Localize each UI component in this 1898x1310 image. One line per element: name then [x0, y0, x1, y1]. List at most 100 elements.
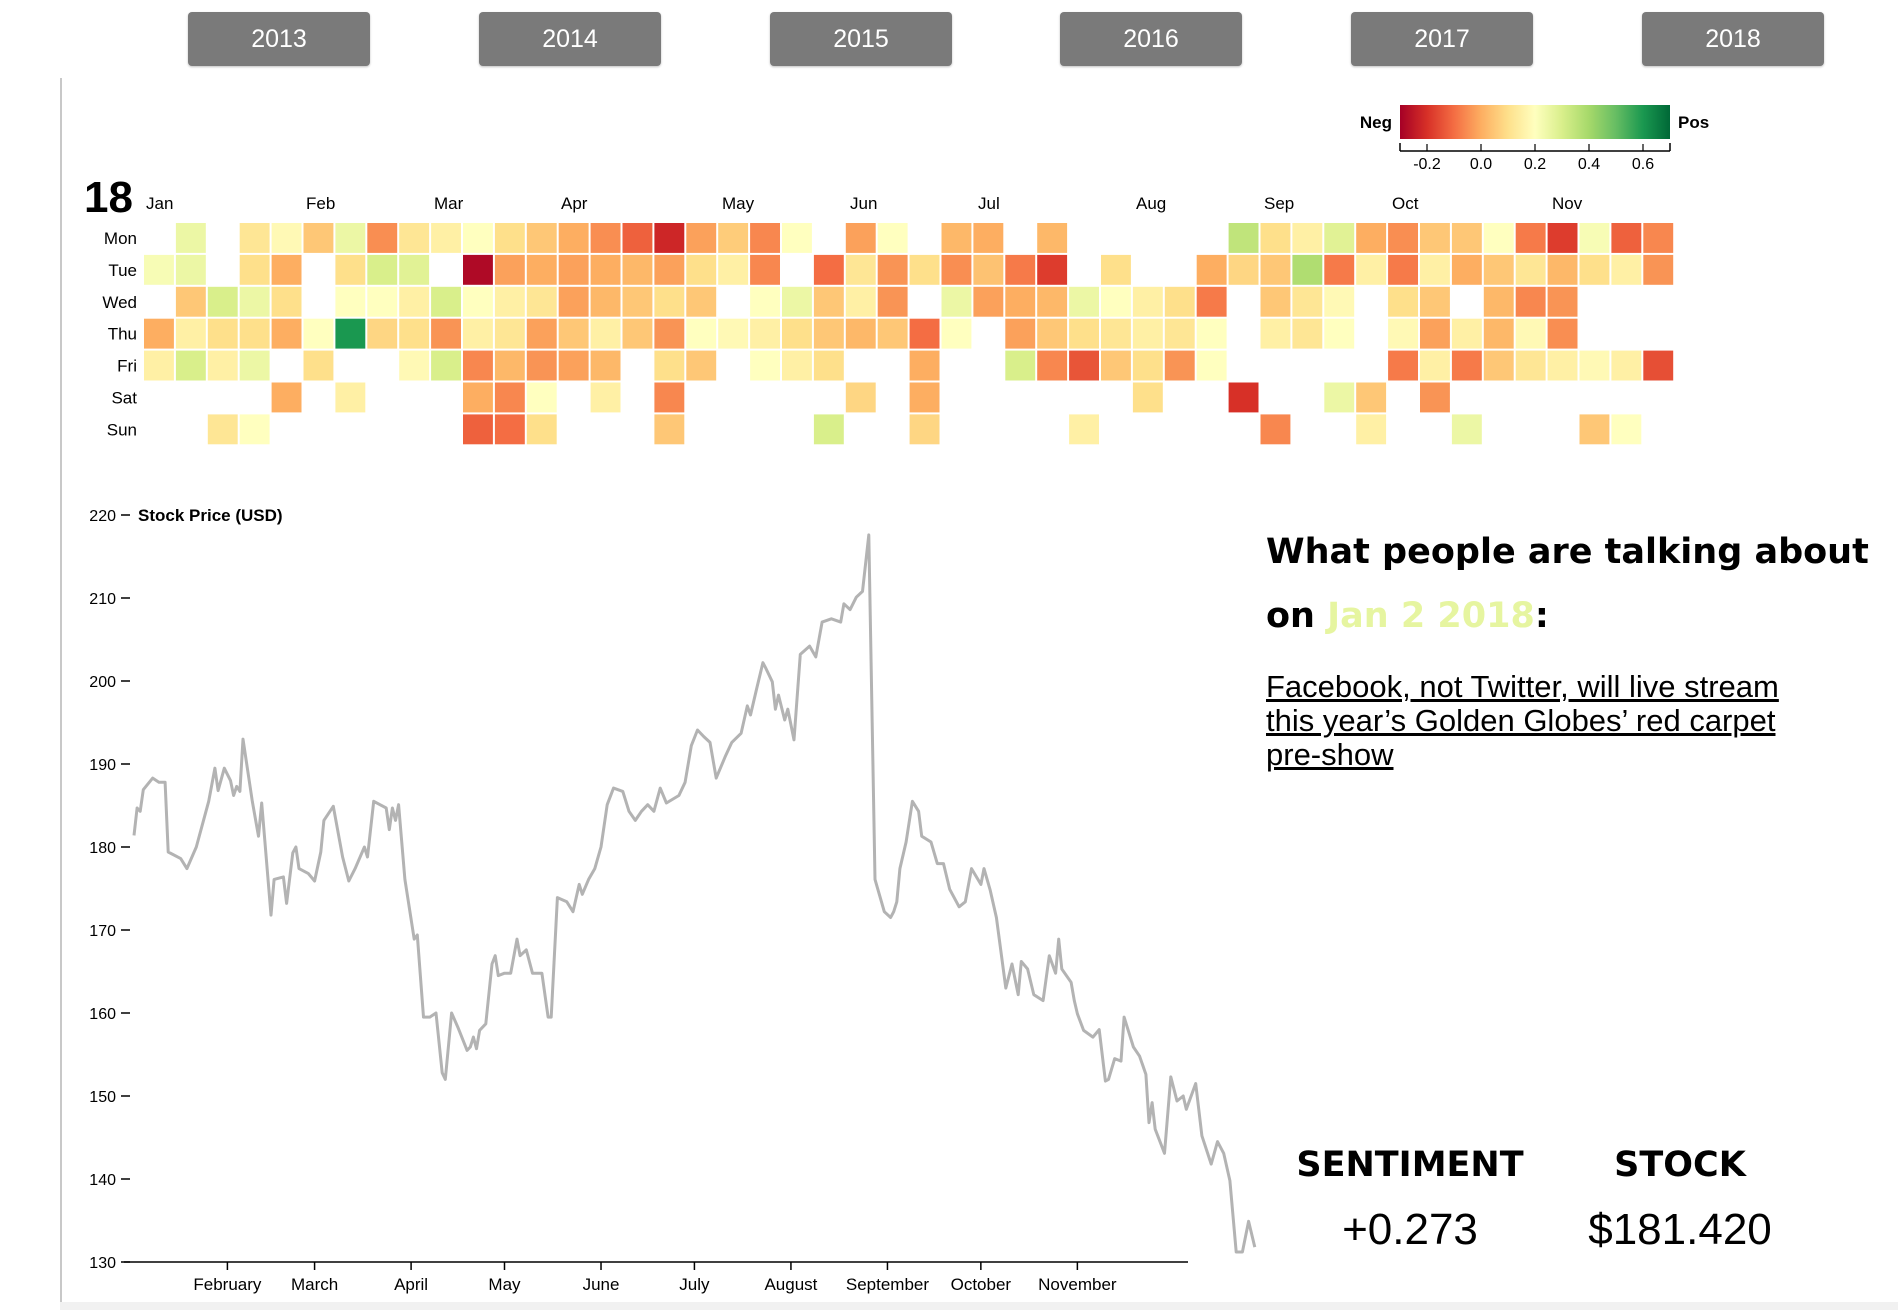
sentiment-day-cell [463, 318, 493, 349]
month-label: Nov [1552, 194, 1583, 213]
legend-gradient-bar [1400, 105, 1670, 139]
month-label: Feb [306, 194, 335, 213]
x-tick-label: July [679, 1275, 710, 1294]
year-button-2016[interactable]: 2016 [1060, 12, 1242, 66]
sentiment-day-cell [494, 254, 525, 285]
sentiment-day-cell [175, 286, 206, 317]
sentiment-day-cell [239, 318, 270, 349]
year-button-2017[interactable]: 2017 [1351, 12, 1533, 66]
sentiment-day-cell [558, 318, 589, 349]
sentiment-day-cell [654, 286, 685, 317]
sentiment-day-cell [654, 350, 685, 381]
sentiment-day-cell [1069, 350, 1099, 381]
sentiment-day-cell [175, 223, 206, 253]
x-tick-label: September [846, 1275, 929, 1294]
sentiment-day-cell [750, 223, 780, 253]
sentiment-day-cell [1132, 382, 1163, 413]
sentiment-day-cell [590, 223, 621, 253]
sentiment-day-cell [845, 382, 876, 413]
sentiment-day-cell [622, 223, 653, 253]
sentiment-day-cell [1101, 318, 1131, 349]
sentiment-day-cell [686, 223, 717, 253]
sentiment-day-cell [622, 318, 653, 349]
sentiment-day-cell [1196, 254, 1227, 285]
y-axis-label: Stock Price (USD) [138, 506, 283, 525]
sentiment-day-cell [1164, 350, 1195, 381]
month-label: Sep [1264, 194, 1294, 213]
sentiment-day-cell [558, 286, 589, 317]
sentiment-day-cell [207, 286, 238, 317]
day-label: Mon [104, 229, 137, 248]
sentiment-day-cell [431, 318, 461, 349]
day-label: Thu [108, 325, 137, 344]
legend-tick-label: 0.2 [1524, 156, 1546, 173]
legend-tick-label: 0.4 [1578, 156, 1600, 173]
sentiment-day-cell [1451, 350, 1482, 381]
sentiment-day-cell [845, 223, 876, 253]
sentiment-day-cell [1101, 350, 1131, 381]
bottom-band [60, 1302, 1898, 1310]
day-label: Sun [107, 420, 137, 439]
calendar-year-title: 18 [84, 173, 133, 222]
sentiment-day-cell [175, 254, 206, 285]
sentiment-day-cell [1579, 414, 1610, 445]
sentiment-day-cell [367, 286, 398, 317]
sentiment-day-cell [622, 286, 653, 317]
sentiment-day-cell [590, 254, 621, 285]
info-heading-line1: What people are talking about [1266, 532, 1869, 572]
sentiment-day-cell [526, 286, 557, 317]
year-button-2014[interactable]: 2014 [479, 12, 661, 66]
year-button-2018[interactable]: 2018 [1642, 12, 1824, 66]
sentiment-day-cell [239, 286, 270, 317]
sentiment-day-cell [1069, 414, 1099, 445]
sentiment-day-cell [1643, 350, 1674, 381]
sentiment-day-cell [909, 350, 940, 381]
sentiment-day-cell [590, 286, 621, 317]
sentiment-day-cell [1196, 286, 1227, 317]
sentiment-day-cell [1388, 223, 1418, 253]
sentiment-day-cell [1164, 286, 1195, 317]
sentiment-day-cell [877, 286, 908, 317]
sentiment-day-cell [813, 414, 844, 445]
sentiment-day-cell [590, 350, 621, 381]
sentiment-day-cell [1324, 254, 1355, 285]
stock-label: STOCK [1614, 1145, 1746, 1185]
sentiment-day-cell [1515, 350, 1546, 381]
legend-neg-label: Neg [1360, 113, 1392, 132]
month-label: Jan [146, 194, 173, 213]
sentiment-day-cell [144, 254, 174, 285]
year-button-2015[interactable]: 2015 [770, 12, 952, 66]
month-label: Jul [978, 194, 1000, 213]
sentiment-day-cell [1420, 286, 1450, 317]
month-label: Jun [850, 194, 877, 213]
sentiment-day-cell [654, 414, 685, 445]
x-tick-label: May [488, 1275, 521, 1294]
sentiment-day-cell [1132, 350, 1163, 381]
y-tick-label: 140 [89, 1172, 116, 1189]
sentiment-day-cell [1196, 350, 1227, 381]
sentiment-label: SENTIMENT [1296, 1145, 1524, 1185]
sentiment-day-cell [558, 350, 589, 381]
sentiment-day-cell [494, 223, 525, 253]
sentiment-day-cell [399, 318, 430, 349]
sentiment-day-cell [431, 223, 461, 253]
year-button-2013[interactable]: 2013 [188, 12, 370, 66]
sentiment-day-cell [1005, 254, 1036, 285]
sentiment-day-cell [1420, 350, 1450, 381]
sentiment-day-cell [494, 414, 525, 445]
sentiment-day-cell [686, 254, 717, 285]
sentiment-day-cell [909, 318, 940, 349]
sentiment-day-cell [1228, 223, 1259, 253]
sentiment-day-cell [1515, 286, 1546, 317]
info-heading-on: on [1266, 596, 1328, 636]
sentiment-day-cell [1260, 414, 1291, 445]
news-headline-link[interactable]: Facebook, not Twitter, will live stream … [1266, 669, 1779, 772]
sentiment-day-cell [271, 223, 302, 253]
sentiment-day-cell [654, 318, 685, 349]
y-tick-label: 130 [89, 1255, 116, 1272]
sentiment-day-cell [494, 350, 525, 381]
sentiment-day-cell [1515, 254, 1546, 285]
day-label: Sat [111, 389, 137, 408]
sentiment-day-cell [1292, 254, 1323, 285]
sentiment-day-cell [1388, 318, 1418, 349]
